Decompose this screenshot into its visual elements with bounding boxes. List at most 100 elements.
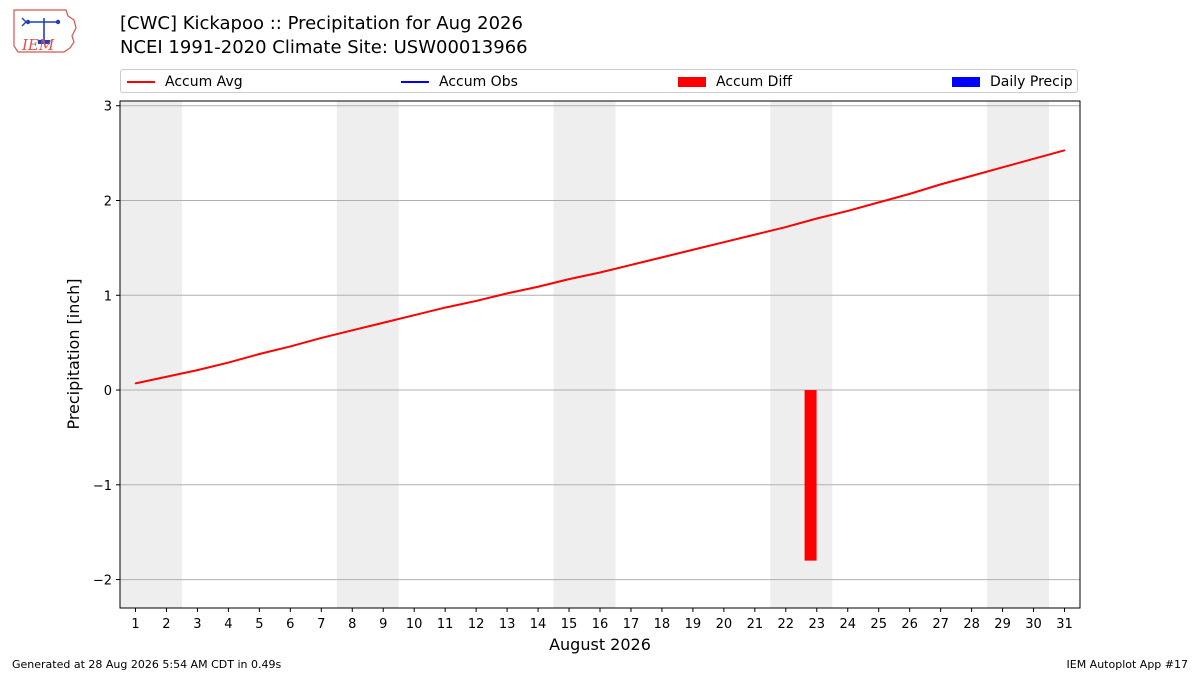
chart-title: [CWC] Kickapoo :: Precipitation for Aug … [120,13,523,34]
app-credit: IEM Autoplot App #17 [1066,658,1189,671]
accum-avg-point [692,248,694,251]
x-tick-label: 21 [747,617,764,632]
weather-station-icon [21,17,61,44]
legend: Accum Avg Accum Obs Accum Diff Daily Pre… [120,69,1078,93]
accum-avg-point [1063,149,1066,152]
x-tick-label: 10 [406,617,423,632]
accum-avg-point [165,375,168,378]
legend-item-accum-diff: Accum Diff [678,73,792,91]
weekend-shading [120,101,1050,608]
y-tick-label: −1 [93,479,112,494]
generated-timestamp: Generated at 28 Aug 2026 5:54 AM CDT in … [12,658,282,671]
legend-item-daily-precip: Daily Precip [952,73,1073,91]
accum-avg-point [1032,158,1035,160]
chart-subtitle: NCEI 1991-2020 Climate Site: USW00013966 [120,37,528,58]
accum-avg-point [134,382,137,385]
x-tick-label: 4 [224,617,232,632]
legend-item-accum-obs: Accum Obs [401,73,518,91]
x-axis-label: August 2026 [549,635,651,654]
legend-swatch-accum-diff [678,77,706,87]
y-tick-label: 1 [104,289,112,304]
x-tick-label: 16 [592,617,609,632]
legend-label-daily-precip: Daily Precip [990,74,1073,90]
x-tick-label: 2 [162,617,170,632]
series-lines [134,149,1066,385]
accum-avg-point [630,264,632,266]
iowa-outline-icon [13,9,77,53]
accum-avg-point [506,292,508,295]
grid-lines [120,105,1080,581]
iem-logo: IEM [13,9,77,54]
accum-avg-point [970,175,973,177]
x-tick-label: 11 [437,617,454,632]
accum-avg-point [351,329,354,332]
x-tick-label: 9 [379,617,387,632]
legend-label-accum-diff: Accum Diff [716,74,793,90]
x-axis-ticks: 1 2 3 4 5 6 7 8 9 10 11 12 13 14 15 16 17 18 19 20 21 22 23 24 2… [131,608,1073,632]
accum-avg-point [939,183,942,186]
x-tick-label: 15 [561,617,578,632]
legend-item-accum-avg: Accum Avg [127,73,243,91]
x-tick-label: 6 [286,617,294,632]
x-tick-label: 26 [901,617,918,632]
accum-avg-point [196,369,199,371]
x-tick-label: 18 [654,617,671,632]
x-tick-label: 8 [348,617,356,632]
accum-avg-point [723,241,725,244]
accum-avg-point [785,226,787,228]
accum-avg-point [227,361,230,364]
accum-avg-point [661,256,663,259]
x-tick-label: 30 [1025,617,1042,632]
x-tick-label: 25 [870,617,887,632]
diff-bars [804,390,817,561]
accum-avg-point [908,193,911,195]
x-tick-label: 13 [499,617,516,632]
weekend-band-1 [120,101,182,608]
y-tick-label: 2 [104,195,112,210]
x-tick-label: 12 [468,617,485,632]
accum-avg-point [320,337,323,339]
y-axis-label: Precipitation [inch] [64,278,83,429]
x-tick-label: 14 [530,617,547,632]
y-tick-label: 0 [104,384,112,399]
accum-avg-point [568,278,570,280]
y-axis-ticks: −2 −1 0 1 2 3 [93,100,120,589]
weekend-band-5 [987,101,1050,608]
x-tick-label: 24 [839,617,856,632]
x-tick-label: 22 [778,617,795,632]
x-tick-label: 19 [685,617,702,632]
accum-avg-point [754,233,756,236]
x-tick-label: 23 [809,617,826,632]
x-tick-label: 28 [963,617,980,632]
accum-avg-point [537,285,539,288]
accum-avg-point [815,217,818,220]
x-tick-label: 1 [131,617,139,632]
x-tick-label: 31 [1056,617,1073,632]
x-tick-label: 27 [932,617,949,632]
accum-avg-point [1001,166,1004,169]
legend-swatch-accum-avg [127,81,155,83]
accum-avg-point [475,300,477,302]
accum-avg-point [258,353,261,355]
legend-swatch-accum-obs [401,81,429,83]
accum-avg-point [599,271,601,274]
accum-avg-point [444,306,446,309]
accum-diff-bar [804,390,817,561]
accum-avg-point [289,345,292,348]
legend-label-accum-obs: Accum Obs [439,74,518,90]
logo-text: IEM [21,36,55,54]
y-tick-label: −2 [93,574,112,589]
legend-swatch-daily-precip [952,77,980,87]
x-tick-label: 7 [317,617,325,632]
legend-label-accum-avg: Accum Avg [165,74,243,90]
x-tick-label: 29 [994,617,1011,632]
weekend-band-2 [336,101,399,608]
accum-avg-point [877,201,880,204]
accum-avg-point [382,321,385,324]
x-tick-label: 5 [255,617,263,632]
accum-avg-point [846,210,849,212]
weekend-band-3 [553,101,616,608]
weekend-band-4 [770,101,833,608]
x-tick-label: 3 [193,617,201,632]
accum-avg-point [413,314,415,316]
